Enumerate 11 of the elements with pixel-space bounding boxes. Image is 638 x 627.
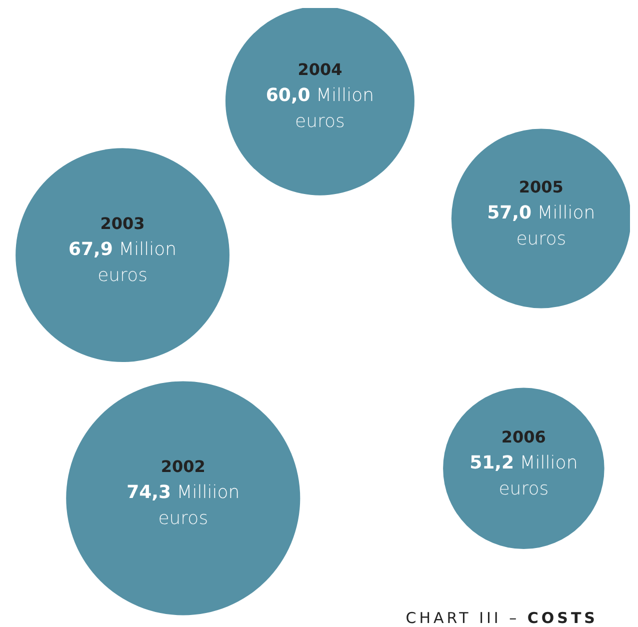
data-label: 51,2 Million euros xyxy=(470,452,578,500)
data-label: 67,9 Million euros xyxy=(68,239,177,286)
category-label: 2006 xyxy=(501,427,546,446)
category-label: 2004 xyxy=(298,60,342,79)
category-label: 2002 xyxy=(160,457,206,476)
text: CHART III – COSTS xyxy=(406,609,598,627)
category-label: 2003 xyxy=(100,214,145,234)
data-label: 74,3 Milliion euros xyxy=(126,482,240,530)
data-label: 60,0 Million euros xyxy=(266,84,374,132)
data-label: 57,0 Million euros xyxy=(487,202,596,250)
category-label: 2005 xyxy=(518,177,564,196)
